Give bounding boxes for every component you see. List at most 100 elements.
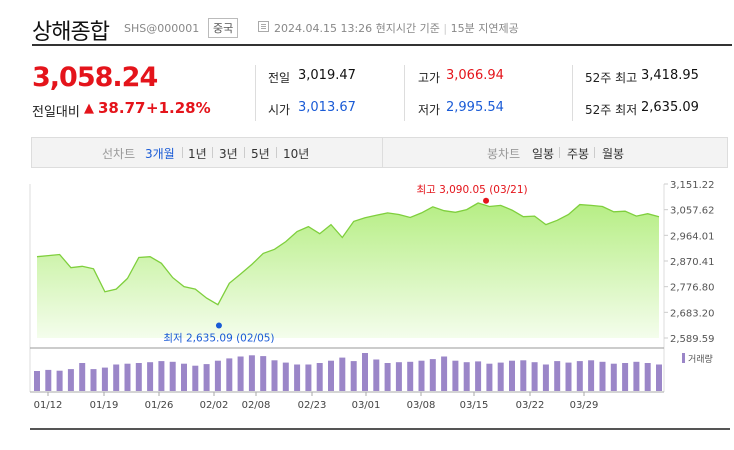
current-price: 3,058.24 <box>32 62 158 93</box>
volume-bar <box>237 356 244 391</box>
y-tick-label: 3,151.22 <box>670 180 715 191</box>
volume-bar <box>452 360 459 391</box>
y-tick-label: 2,683.20 <box>670 308 715 319</box>
volume-bar <box>542 364 549 391</box>
chart-toolbar: 선차트 3개월 1년 3년 5년 10년 봉차트 일봉 주봉 월봉 <box>31 137 728 168</box>
y-tick-label: 2,870.41 <box>670 257 715 268</box>
volume-bar <box>192 365 199 391</box>
period-5y[interactable]: 5년 <box>251 147 270 161</box>
volume-bar <box>158 361 165 391</box>
volume-bar <box>339 357 346 391</box>
52w-low-label: 52주 최저 <box>585 103 638 117</box>
y-tick-label: 2,776.80 <box>670 283 715 294</box>
x-tick-label: 01/26 <box>145 400 174 411</box>
high-value: 3,066.94 <box>446 68 504 83</box>
high-label: 고가 <box>418 71 441 85</box>
index-title: 상해종합 <box>32 20 110 45</box>
volume-bar <box>362 353 368 391</box>
volume-bar <box>576 361 583 391</box>
volume-bar <box>429 359 436 391</box>
volume-bar <box>588 360 595 391</box>
up-arrow-icon: ▲ <box>84 101 94 116</box>
divider <box>404 65 405 121</box>
x-tick-label: 03/15 <box>460 400 489 411</box>
volume-bar <box>441 356 448 391</box>
volume-bar <box>316 363 323 391</box>
page-header: 상해종합 SHS@000001 중국 2024.04.15 13:26 현지시간… <box>32 12 732 46</box>
x-tick-label: 03/01 <box>352 400 381 411</box>
volume-bar <box>169 361 176 391</box>
period-3m[interactable]: 3개월 <box>145 147 175 161</box>
volume-bar <box>531 362 538 391</box>
candle-monthly[interactable]: 월봉 <box>602 147 625 161</box>
volume-bar <box>656 364 662 391</box>
volume-bar <box>520 360 527 391</box>
divider <box>212 147 213 158</box>
volume-bar <box>271 360 278 391</box>
volume-bar <box>282 362 289 391</box>
volume-bar <box>486 363 493 391</box>
volume-bar <box>554 361 561 391</box>
volume-bar <box>407 361 414 391</box>
period-3y[interactable]: 3년 <box>219 147 238 161</box>
price-line <box>36 202 660 306</box>
volume-bar <box>395 362 402 391</box>
divider <box>572 65 573 121</box>
volume-bar <box>328 360 334 391</box>
change-value: 38.77 <box>98 99 146 117</box>
low-marker <box>215 322 222 329</box>
volume-bar <box>565 362 572 391</box>
open-value: 3,013.67 <box>298 100 356 115</box>
period-1y[interactable]: 1년 <box>188 147 207 161</box>
low-value: 2,995.54 <box>446 100 504 115</box>
volume-bar <box>124 363 131 391</box>
volume-bar <box>644 363 651 391</box>
volume-bar <box>45 369 52 391</box>
volume-bar <box>350 361 357 391</box>
x-tick-label: 03/08 <box>407 400 436 411</box>
candle-weekly[interactable]: 주봉 <box>567 147 590 161</box>
x-tick-label: 02/02 <box>200 400 229 411</box>
volume-bar <box>67 369 74 391</box>
divider <box>594 147 595 158</box>
change-percent: +1.28% <box>146 99 211 117</box>
volume-bar <box>373 359 380 391</box>
period-10y[interactable]: 10년 <box>283 147 310 161</box>
delay-text: 15분 지연제공 <box>450 22 519 35</box>
volume-bar <box>113 364 120 391</box>
volume-bar <box>463 362 470 391</box>
volume-bar <box>90 369 97 391</box>
candle-daily[interactable]: 일봉 <box>532 147 555 161</box>
volume-bar <box>34 371 40 391</box>
price-area <box>37 203 659 338</box>
y-tick-label: 3,057.62 <box>670 206 715 217</box>
volume-bar <box>101 367 108 391</box>
datetime-value: 2024.04.15 13:26 현지시간 기준 <box>274 22 440 35</box>
volume-bar <box>226 358 233 391</box>
volume-bar <box>497 362 504 391</box>
volume-bar <box>599 361 606 391</box>
volume-bar <box>633 361 640 391</box>
open-label: 시가 <box>268 103 291 117</box>
high-marker <box>483 197 490 204</box>
volume-bar <box>509 360 515 391</box>
low-label: 저가 <box>418 103 441 117</box>
volume-bar <box>248 355 255 391</box>
divider <box>244 147 245 158</box>
prev-close-label: 전일 <box>268 71 291 85</box>
x-tick-label: 02/08 <box>242 400 271 411</box>
volume-bar <box>260 356 267 391</box>
volume-bar <box>418 360 425 391</box>
prev-close-value: 3,019.47 <box>298 68 356 83</box>
candle-chart-label: 봉차트 <box>487 147 521 161</box>
volume-bar <box>475 361 482 391</box>
volume-bar <box>622 363 629 391</box>
calendar-icon <box>258 21 269 32</box>
volume-legend-swatch <box>682 353 685 363</box>
divider <box>276 147 277 158</box>
y-tick-label: 2,964.01 <box>670 231 715 242</box>
x-tick-label: 01/12 <box>34 400 63 411</box>
divider <box>382 138 383 167</box>
52w-low-value: 2,635.09 <box>641 100 699 115</box>
